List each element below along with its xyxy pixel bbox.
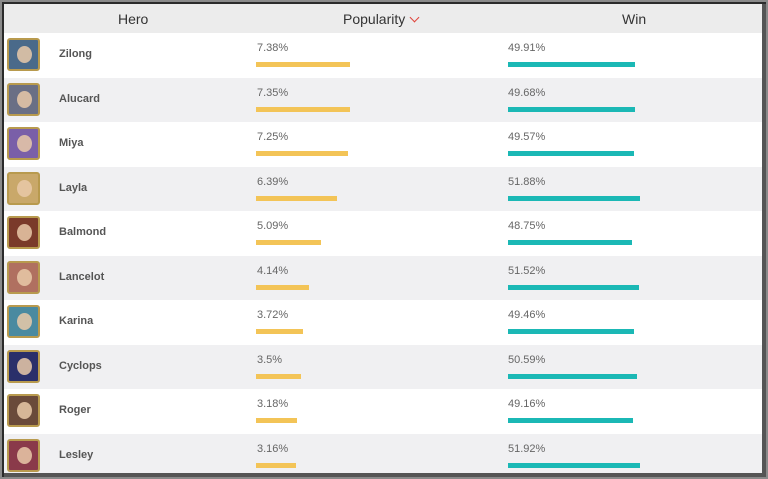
table-row: Lesley 3.16% 51.92% <box>4 433 762 473</box>
table-header: Hero Popularity Win <box>4 4 762 33</box>
win-rate-bar <box>508 284 640 290</box>
hero-name[interactable]: Zilong <box>59 48 92 60</box>
hero-portrait-icon <box>17 268 32 286</box>
hero-avatar[interactable] <box>7 260 40 294</box>
table-row: Layla 6.39% 51.88% <box>4 166 762 211</box>
win-rate-value: 51.92% <box>508 442 546 455</box>
hero-portrait-icon <box>17 135 32 152</box>
popularity-value: 3.5% <box>257 353 283 366</box>
popularity-value: 7.35% <box>257 86 289 99</box>
win-rate-value: 49.46% <box>508 309 546 321</box>
popularity-bar <box>256 329 304 334</box>
table-row: Roger 3.18% 49.16% <box>4 389 762 434</box>
hero-avatar[interactable] <box>7 305 40 338</box>
popularity-value: 6.39% <box>257 175 289 188</box>
popularity-value: 3.16% <box>257 442 289 455</box>
win-rate-bar <box>508 373 637 379</box>
popularity-value: 7.38% <box>257 42 289 54</box>
popularity-value: 3.72% <box>257 309 289 321</box>
hero-avatar[interactable] <box>7 394 40 427</box>
chevron-down-icon[interactable] <box>409 12 420 23</box>
table-row: Miya 7.25% 49.57% <box>4 122 762 167</box>
win-rate-bar <box>508 62 636 67</box>
win-rate-bar <box>508 106 635 112</box>
win-rate-value: 49.91% <box>508 42 546 54</box>
hero-portrait-icon <box>17 402 32 419</box>
hero-stats-table: Hero Popularity Win Zilong 7.38% 49.91% Alu… <box>4 4 766 477</box>
popularity-header-label: Popularity <box>343 11 406 27</box>
hero-name[interactable]: Lancelot <box>59 270 105 283</box>
win-rate-bar <box>508 462 641 468</box>
hero-name[interactable]: Alucard <box>59 92 100 105</box>
popularity-bar <box>256 106 350 112</box>
hero-name[interactable]: Karina <box>59 315 94 327</box>
table-row: Balmond 5.09% 48.75% <box>4 211 762 256</box>
popularity-value: 7.25% <box>257 131 289 143</box>
win-rate-value: 51.52% <box>508 264 546 277</box>
popularity-bar <box>256 462 297 468</box>
hero-avatar[interactable] <box>7 349 40 383</box>
table-row: Zilong 7.38% 49.91% <box>4 33 762 78</box>
win-rate-value: 50.59% <box>508 353 546 366</box>
win-rate-value: 48.75% <box>508 220 546 232</box>
hero-name[interactable]: Cyclops <box>59 359 102 372</box>
hero-avatar[interactable] <box>7 127 40 160</box>
win-rate-bar <box>508 240 633 245</box>
win-rate-value: 49.16% <box>508 398 546 410</box>
popularity-value: 5.09% <box>257 220 289 232</box>
popularity-value: 4.14% <box>257 264 289 277</box>
hero-portrait-icon <box>17 313 32 330</box>
popularity-bar <box>256 195 338 201</box>
popularity-bar <box>256 62 350 67</box>
hero-name[interactable]: Lesley <box>59 448 94 461</box>
table-row: Cyclops 3.5% 50.59% <box>4 344 762 389</box>
hero-portrait-icon <box>17 46 32 63</box>
popularity-bar <box>256 284 309 290</box>
hero-avatar[interactable] <box>7 171 40 205</box>
hero-portrait-icon <box>17 446 32 464</box>
hero-name[interactable]: Layla <box>59 181 88 194</box>
hero-avatar[interactable] <box>7 216 40 249</box>
win-rate-bar <box>508 151 635 156</box>
hero-portrait-icon <box>17 179 32 197</box>
popularity-value: 3.18% <box>257 398 289 410</box>
popularity-bar <box>256 240 321 245</box>
popularity-bar <box>256 373 301 379</box>
popularity-bar <box>256 151 349 156</box>
win-rate-value: 49.68% <box>508 86 546 99</box>
hero-avatar[interactable] <box>7 438 40 472</box>
hero-rows: Zilong 7.38% 49.91% Alucard 7.35% 49.68% Miya 7… <box>4 33 762 473</box>
hero-name[interactable]: Balmond <box>59 226 107 238</box>
table-row: Lancelot 4.14% 51.52% <box>4 255 762 300</box>
win-rate-bar <box>508 418 634 423</box>
table-row: Alucard 7.35% 49.68% <box>4 77 762 122</box>
hero-avatar[interactable] <box>7 82 40 116</box>
win-rate-bar <box>508 329 635 334</box>
hero-portrait-icon <box>17 224 32 241</box>
hero-name[interactable]: Miya <box>59 137 84 149</box>
popularity-column-header[interactable]: Popularity <box>343 11 420 27</box>
win-rate-value: 49.57% <box>508 131 546 143</box>
table-row: Karina 3.72% 49.46% <box>4 300 762 345</box>
win-column-header: Win <box>622 11 647 27</box>
popularity-bar <box>256 418 297 423</box>
hero-portrait-icon <box>17 357 32 375</box>
win-rate-value: 51.88% <box>508 175 546 188</box>
hero-name[interactable]: Roger <box>59 404 91 416</box>
hero-avatar[interactable] <box>7 38 40 71</box>
hero-portrait-icon <box>17 90 32 108</box>
win-rate-bar <box>508 195 641 201</box>
hero-column-header: Hero <box>118 11 149 27</box>
